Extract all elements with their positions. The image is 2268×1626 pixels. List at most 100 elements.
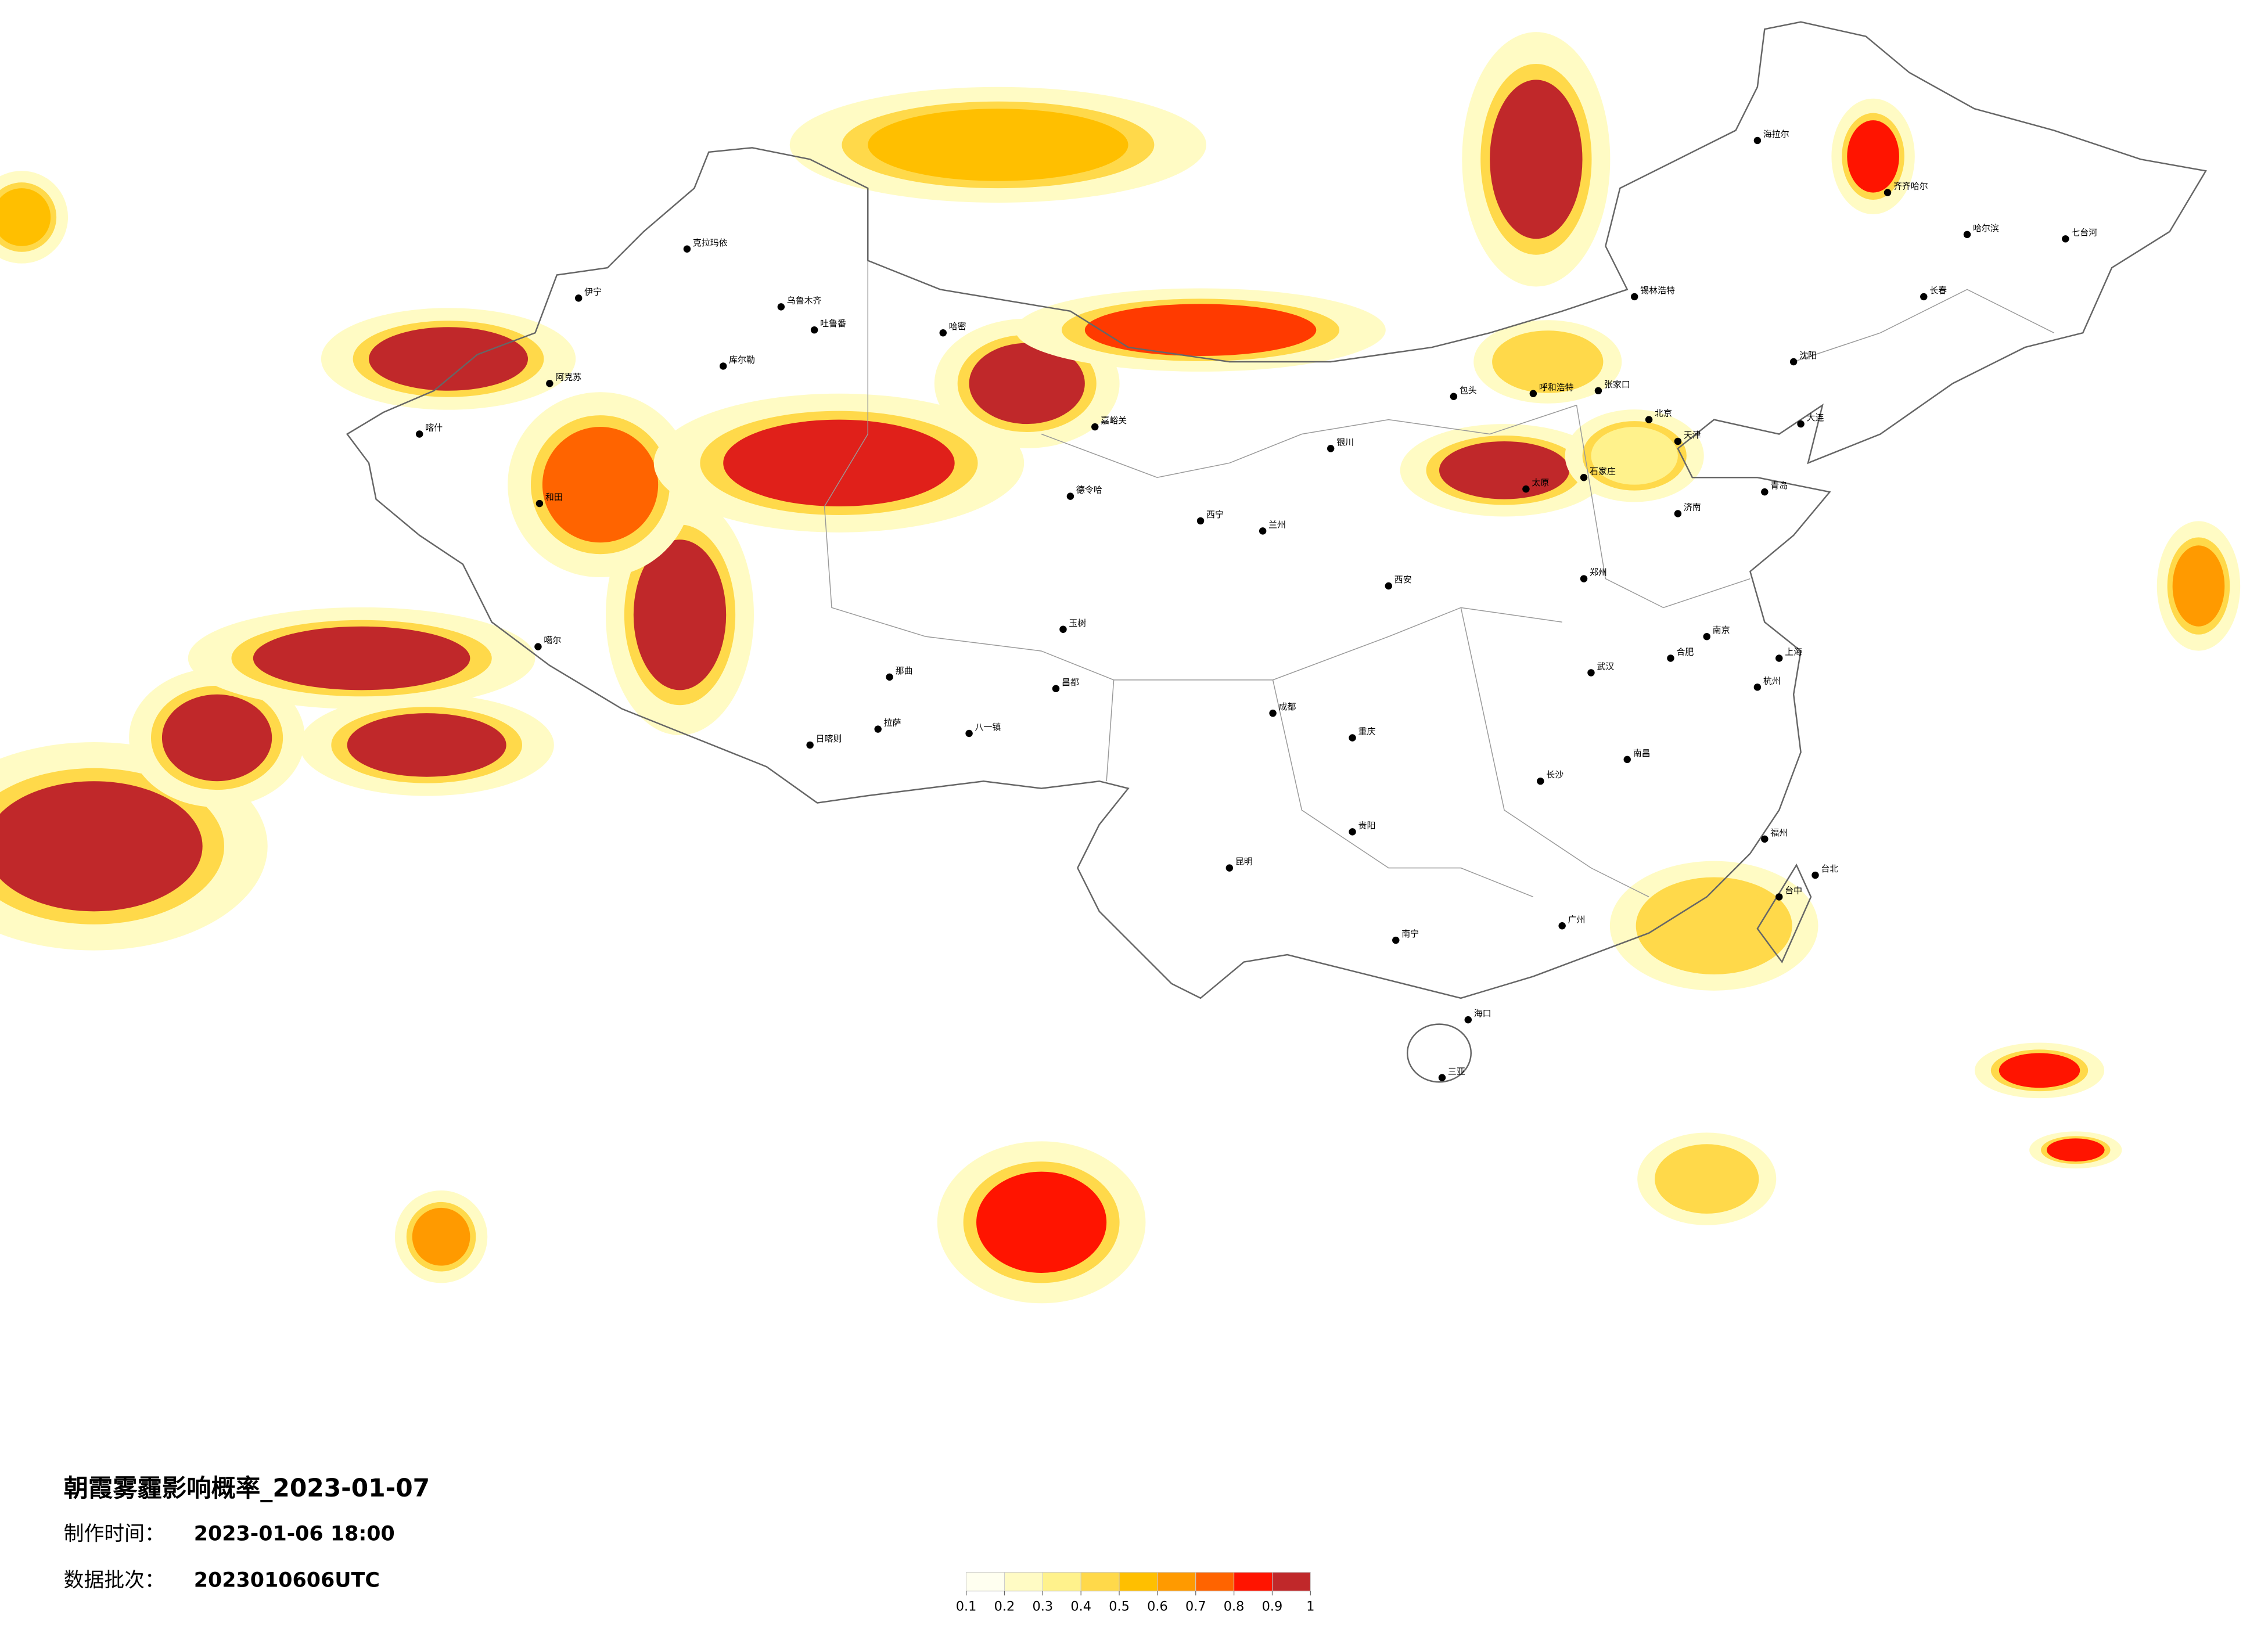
- city-label: 哈尔滨: [1973, 223, 1999, 233]
- city-dot: [1630, 293, 1638, 301]
- city-label: 海口: [1474, 1008, 1491, 1019]
- city-dot: [1623, 756, 1631, 764]
- city-dot: [1259, 527, 1267, 535]
- haze-core: [969, 343, 1085, 425]
- city-dot: [1392, 936, 1400, 944]
- city-label: 海拉尔: [1763, 129, 1789, 139]
- city-dot: [574, 294, 583, 302]
- city-dot: [1789, 358, 1798, 366]
- city-dot: [1587, 669, 1595, 677]
- city-dot: [1797, 420, 1805, 428]
- city-dot: [1450, 393, 1458, 400]
- city-dot: [683, 245, 691, 253]
- legend-swatch: [1119, 1571, 1158, 1592]
- city-label: 南京: [1713, 625, 1730, 635]
- city-label: 长春: [1929, 285, 1947, 296]
- city-label: 拉萨: [884, 718, 901, 728]
- haze-core: [1847, 120, 1899, 193]
- legend-tick-label: 0.5: [1109, 1599, 1130, 1614]
- city-label: 贵阳: [1358, 820, 1376, 830]
- city-dot: [1761, 488, 1769, 496]
- city-label: 兰州: [1268, 519, 1286, 530]
- city-label: 锡林浩特: [1640, 285, 1675, 296]
- city-dot: [1464, 1016, 1472, 1024]
- city-dot: [2062, 235, 2069, 243]
- city-label: 北京: [1655, 408, 1672, 419]
- haze-core: [723, 419, 955, 507]
- city-label: 成都: [1279, 702, 1296, 712]
- batch-value: 2023010606UTC: [194, 1569, 380, 1592]
- city-label: 七台河: [2071, 227, 2097, 238]
- city-label: 和田: [545, 492, 563, 502]
- city-dot: [777, 303, 785, 311]
- city-dot: [806, 741, 814, 749]
- legend-tick-label: 0.6: [1147, 1599, 1168, 1614]
- city-label: 台中: [1785, 885, 1802, 895]
- haze-core: [1084, 304, 1317, 357]
- haze-core: [1490, 80, 1583, 239]
- city-dot: [1066, 492, 1074, 500]
- city-dot: [1059, 625, 1067, 633]
- city-dot: [1327, 445, 1335, 452]
- city-label: 石家庄: [1590, 466, 1616, 476]
- city-label: 长沙: [1546, 769, 1563, 780]
- haze-core: [0, 781, 203, 912]
- city-label: 重庆: [1358, 726, 1376, 737]
- haze-core: [542, 427, 659, 543]
- haze-core: [2046, 1138, 2105, 1162]
- city-dot: [1963, 231, 1971, 239]
- city-label: 喀什: [425, 423, 443, 433]
- haze-core: [1649, 885, 1780, 966]
- city-label: 济南: [1684, 502, 1701, 513]
- legend-tick-label: 0.3: [1033, 1599, 1054, 1614]
- haze-core: [1999, 1053, 2080, 1088]
- haze-core: [412, 1207, 470, 1266]
- china-outline: [346, 21, 2207, 999]
- city-dot: [1594, 387, 1602, 395]
- haze-core: [1501, 336, 1594, 388]
- city-dot: [1438, 1074, 1446, 1081]
- city-label: 张家口: [1604, 379, 1630, 390]
- city-label: 银川: [1336, 437, 1354, 447]
- city-label: 南昌: [1633, 748, 1651, 758]
- city-label: 噶尔: [544, 635, 561, 646]
- city-dot: [1349, 734, 1356, 742]
- city-dot: [965, 729, 973, 738]
- city-label: 那曲: [896, 665, 913, 676]
- city-label: 大连: [1807, 412, 1824, 423]
- city-label: 伊宁: [584, 286, 602, 297]
- hainan-outline: [1406, 1023, 1472, 1083]
- city-dot: [1269, 709, 1277, 717]
- city-label: 哈密: [949, 321, 966, 332]
- city-label: 齐齐哈尔: [1893, 181, 1928, 192]
- city-label: 昌都: [1062, 677, 1079, 688]
- city-label: 阿克苏: [555, 372, 581, 382]
- city-dot: [1349, 828, 1356, 836]
- city-label: 沈阳: [1799, 350, 1817, 361]
- haze-core: [1591, 427, 1678, 485]
- city-dot: [1385, 582, 1393, 590]
- taiwan-outline: [1756, 864, 1812, 963]
- city-label: 西安: [1394, 574, 1412, 585]
- city-dot: [1920, 293, 1928, 301]
- city-dot: [1674, 437, 1682, 445]
- city-dot: [1753, 684, 1762, 691]
- haze-core: [161, 694, 272, 782]
- legend-swatch: [1042, 1571, 1081, 1592]
- city-label: 太原: [1532, 477, 1549, 488]
- city-dot: [1775, 893, 1783, 901]
- legend-tick-label: 1: [1306, 1599, 1314, 1614]
- haze-core: [2172, 545, 2225, 627]
- city-label: 八一镇: [975, 722, 1001, 732]
- haze-core: [1663, 1150, 1751, 1208]
- city-dot: [1703, 632, 1710, 641]
- legend-tick-label: 0.8: [1224, 1599, 1245, 1614]
- city-dot: [1091, 423, 1099, 431]
- city-dot: [939, 329, 947, 337]
- city-dot: [1667, 654, 1674, 662]
- city-label: 呼和浩特: [1539, 382, 1574, 393]
- city-label: 福州: [1770, 828, 1788, 838]
- haze-core: [868, 109, 1128, 181]
